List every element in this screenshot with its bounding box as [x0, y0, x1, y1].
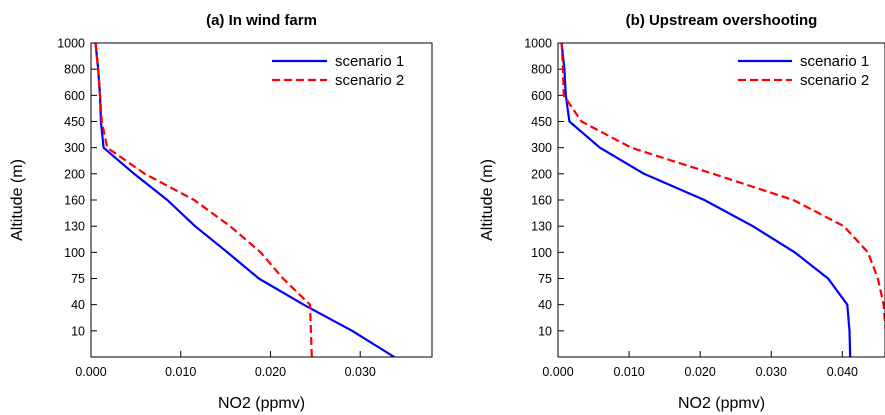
x-axis-label: NO2 (ppmv) — [218, 395, 305, 412]
y-tick-label: 1000 — [57, 37, 85, 51]
y-tick-label: 10 — [538, 324, 552, 338]
x-tick-label: 0.010 — [165, 365, 196, 379]
legend-label: scenario 1 — [800, 53, 869, 70]
y-tick-label: 130 — [531, 220, 552, 234]
chart-title: (a) In wind farm — [206, 12, 317, 29]
legend-label: scenario 1 — [335, 53, 404, 70]
y-tick-label: 100 — [531, 246, 552, 260]
plot-frame — [90, 42, 433, 358]
x-tick-label: 0.040 — [827, 365, 858, 379]
x-tick-label: 0.010 — [613, 365, 644, 379]
y-tick-label: 800 — [64, 63, 85, 77]
panel-b: (b) Upstream overshooting 0.000 0.010 0.020… — [479, 12, 885, 412]
legend: scenario 1 scenario 2 — [738, 53, 869, 89]
y-tick-label: 300 — [531, 141, 552, 155]
x-tick-label: 0.030 — [756, 365, 787, 379]
legend-label: scenario 2 — [335, 72, 404, 89]
y-tick-label: 75 — [71, 272, 85, 286]
x-tick-label: 0.020 — [685, 365, 716, 379]
y-tick-label: 100 — [64, 246, 85, 260]
y-tick-label: 130 — [64, 220, 85, 234]
y-axis-label: Altitude (m) — [479, 159, 496, 241]
y-tick-label: 40 — [71, 298, 85, 312]
y-tick-label: 450 — [531, 115, 552, 129]
series-line-2 — [560, 43, 885, 357]
y-tick-label: 40 — [538, 298, 552, 312]
legend-label: scenario 2 — [800, 72, 869, 89]
series-line-1 — [560, 43, 852, 357]
y-tick-label: 75 — [538, 272, 552, 286]
y-tick-label: 800 — [531, 63, 552, 77]
legend: scenario 1 scenario 2 — [272, 53, 404, 89]
y-tick-label: 450 — [64, 115, 85, 129]
y-tick-label: 600 — [64, 89, 85, 103]
y-tick-label: 200 — [531, 167, 552, 181]
y-tick-label: 10 — [71, 324, 85, 338]
x-tick-label: 0.020 — [255, 365, 286, 379]
y-axis-label: Altitude (m) — [9, 159, 26, 241]
series-line-1 — [94, 43, 395, 357]
series-line-2 — [94, 43, 313, 357]
y-tick-label: 160 — [64, 194, 85, 208]
y-tick-label: 300 — [64, 141, 85, 155]
y-tick-label: 200 — [64, 167, 85, 181]
x-tick-label: 0.000 — [542, 365, 573, 379]
panel-a: (a) In wind farm 0.000 0.010 0.020 0.030 10 40… — [9, 12, 433, 412]
x-axis-label: NO2 (ppmv) — [678, 395, 765, 412]
y-tick-label: 160 — [531, 194, 552, 208]
chart-title: (b) Upstream overshooting — [626, 12, 818, 29]
x-tick-label: 0.000 — [75, 365, 106, 379]
x-tick-label: 0.030 — [345, 365, 376, 379]
y-tick-label: 1000 — [524, 37, 552, 51]
plot-frame — [557, 42, 885, 358]
y-tick-label: 600 — [531, 89, 552, 103]
